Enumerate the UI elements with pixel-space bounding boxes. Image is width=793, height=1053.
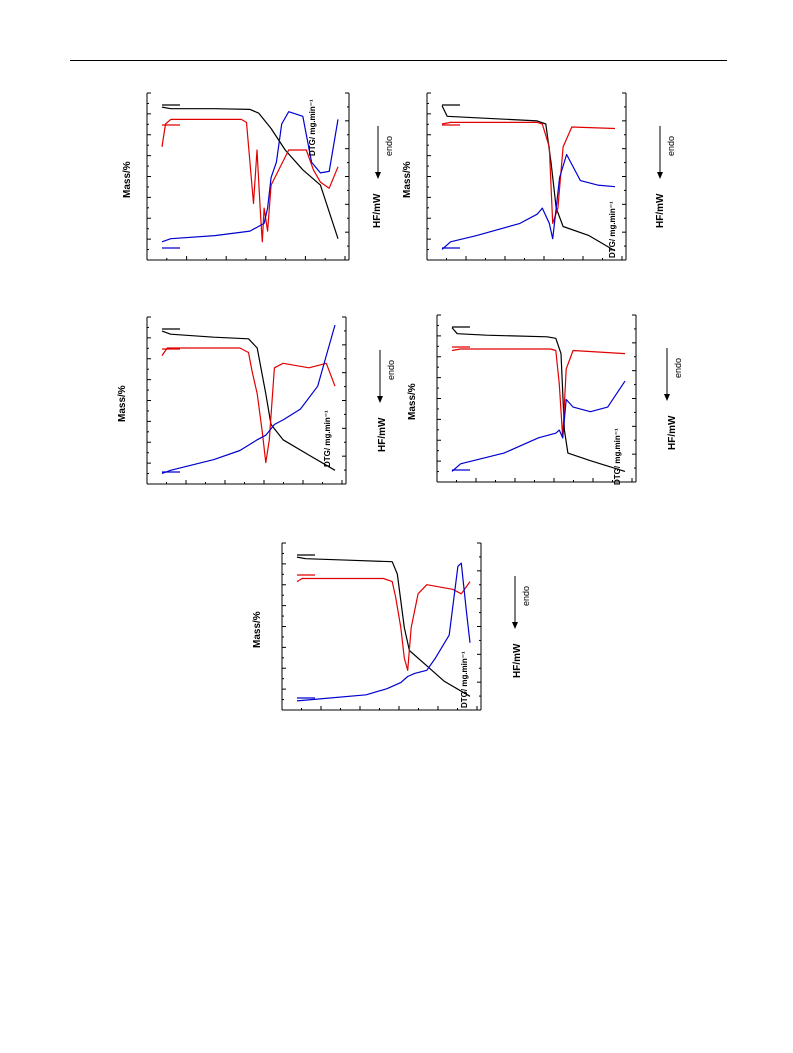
hf-curve [161,324,336,474]
endo-label: endo [666,135,676,156]
dtg-curve [451,348,626,439]
chart-svg [426,92,663,261]
hf-curve [161,111,339,243]
chart-svg [281,542,518,711]
endo-label: endo [384,135,394,156]
mass-axis-label: Mass/% [122,161,133,198]
mass-axis-label: Mass/% [252,611,263,648]
dtg-axis-label: DTG/ mg.min⁻¹ [323,410,332,467]
endo-arrowhead [377,396,383,403]
tga-panel-5: Mass/% DTG/ mg.min⁻¹ HF/mW endo [250,538,531,718]
tga-panel-4: Mass/% DTG/ mg.min⁻¹ HF/mW endo [405,310,695,490]
endo-arrowhead [657,172,663,179]
mass-curve [161,106,339,239]
dtg-curve [441,121,616,224]
mass-axis-label: Mass/% [402,161,413,198]
chart-svg [146,316,383,485]
page-header-rule [70,60,727,61]
tga-panel-1: Mass/% DTG/ mg.min⁻¹ HF/mW endo [120,88,400,268]
mass-curve [296,556,471,697]
hf-axis-label: HF/mW [377,417,388,452]
dtg-axis-label: DTG/ mg.min⁻¹ [308,99,317,156]
dtg-curve [161,118,339,243]
dtg-axis-label: DTG/ mg.min⁻¹ [608,201,617,258]
endo-label: endo [521,585,531,606]
hf-axis-label: HF/mW [372,193,383,228]
mass-curve [161,330,336,471]
endo-arrowhead [375,172,381,179]
hf-curve [441,153,616,250]
dtg-curve [161,347,336,464]
chart-svg [436,314,670,483]
hf-curve [451,380,626,472]
hf-axis-label: HF/mW [655,193,666,228]
mass-axis-label: Mass/% [407,383,418,420]
endo-label: endo [386,359,396,380]
hf-curve [296,562,471,702]
chart-svg [146,92,381,261]
dtg-axis-label: DTG/ mg.min⁻¹ [460,651,469,708]
endo-arrowhead [664,394,670,401]
endo-arrowhead [512,622,518,629]
hf-axis-label: HF/mW [667,415,678,450]
endo-label: endo [673,357,683,378]
tga-panel-2: Mass/% DTG/ mg.min⁻¹ HF/mW endo [400,88,690,268]
tga-panel-3: Mass/% DTG/ mg.min⁻¹ HF/mW endo [115,312,396,492]
mass-axis-label: Mass/% [117,385,128,422]
hf-axis-label: HF/mW [512,643,523,678]
mass-curve [451,327,626,472]
dtg-curve [296,577,471,671]
dtg-axis-label: DTG/ mg.min⁻¹ [613,428,622,485]
